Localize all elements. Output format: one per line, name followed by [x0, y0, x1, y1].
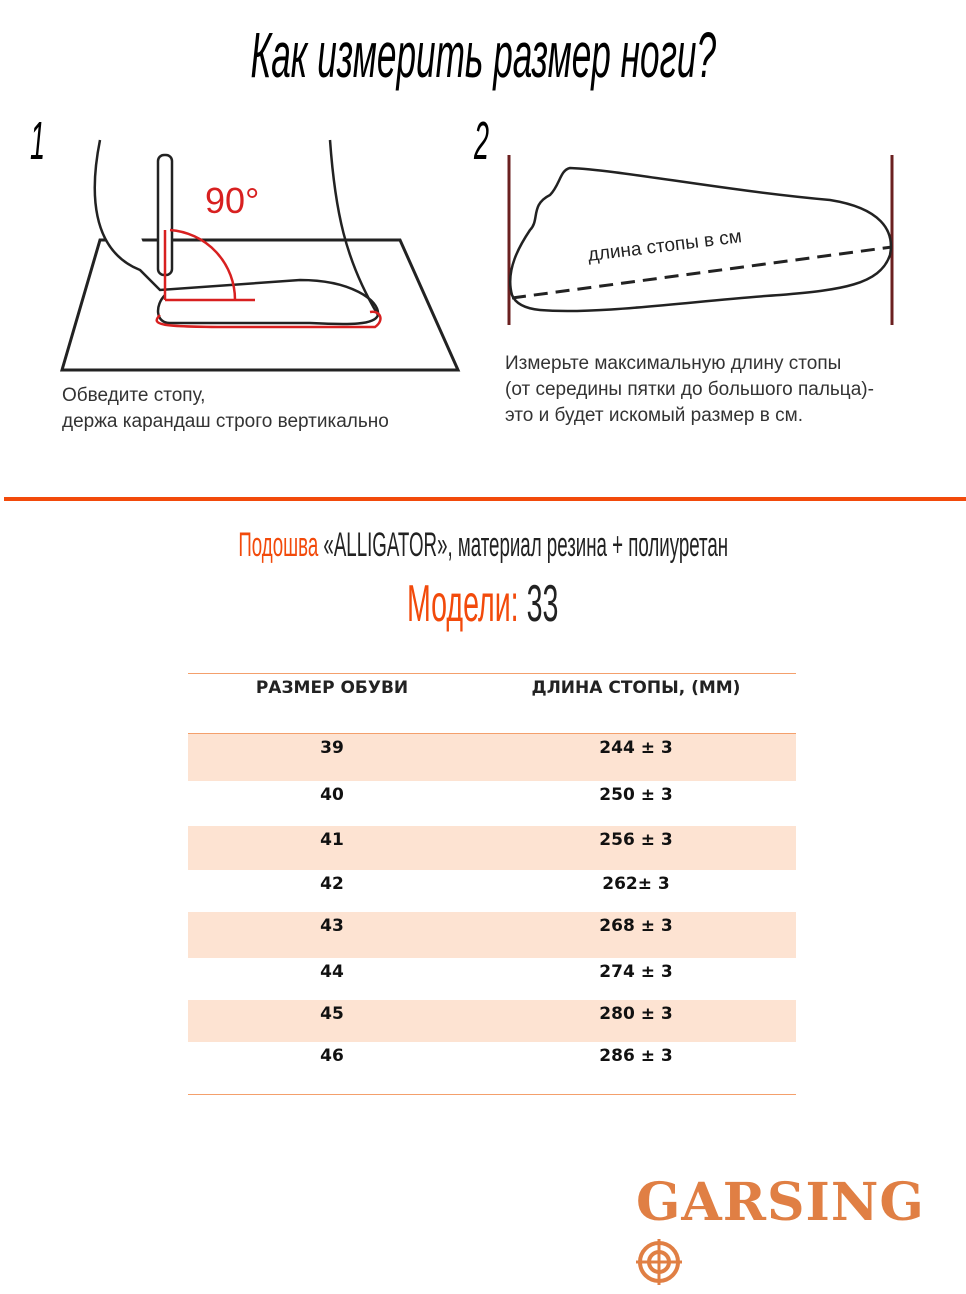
shoe-size: 41: [320, 830, 344, 850]
shoe-size: 44: [320, 962, 344, 982]
table-row: 40 250 ± 3: [188, 781, 796, 826]
table-row: 43 268 ± 3: [188, 912, 796, 958]
shoe-size: 42: [320, 874, 344, 894]
step-2-number: 2: [474, 111, 490, 171]
step-1-caption: Обведите стопу, держа карандаш строго ве…: [62, 385, 389, 432]
crosshair-icon: [636, 1239, 682, 1285]
table-row: 44 274 ± 3: [188, 958, 796, 1000]
step-1-illustration: [60, 139, 461, 372]
shoe-size: 40: [320, 785, 344, 805]
table-row: 41 256 ± 3: [188, 826, 796, 870]
shoe-size: 43: [320, 916, 344, 936]
foot-length: 262± 3: [602, 874, 670, 894]
foot-length: 286 ± 3: [599, 1046, 673, 1066]
table-row: 45 280 ± 3: [188, 1000, 796, 1042]
foot-length: 250 ± 3: [599, 785, 673, 805]
shoe-size: 45: [320, 1004, 344, 1024]
section-divider: [4, 497, 966, 501]
table-row: 46 286 ± 3: [188, 1042, 796, 1094]
foot-length: 280 ± 3: [599, 1004, 673, 1024]
step-2-caption: Измерьте максимальную длину стопы (от се…: [505, 353, 874, 426]
angle-label: 90°: [205, 180, 260, 221]
foot-length: 268 ± 3: [599, 916, 673, 936]
table-header: РАЗМЕР ОБУВИ ДЛИНА СТОПЫ, (ММ): [188, 674, 796, 734]
foot-length: 274 ± 3: [599, 962, 673, 982]
sole-info: Подошва «ALLIGATOR», материал резина + п…: [238, 526, 728, 564]
models-info: Модели: 33: [407, 575, 559, 633]
step-1-number: 1: [30, 111, 46, 171]
foot-length: 244 ± 3: [599, 738, 673, 758]
brand-logo: GARSING: [636, 1172, 966, 1294]
step-2-illustration: [507, 155, 894, 325]
shoe-size: 39: [320, 738, 344, 758]
shoe-size: 46: [320, 1046, 344, 1066]
size-table: РАЗМЕР ОБУВИ ДЛИНА СТОПЫ, (ММ) 39 244 ± 3…: [188, 673, 796, 1095]
table-row: 39 244 ± 3: [188, 734, 796, 781]
foot-length: 256 ± 3: [599, 830, 673, 850]
table-row: 42 262± 3: [188, 870, 796, 912]
page-title: Как измерить размер ноги?: [250, 19, 716, 91]
